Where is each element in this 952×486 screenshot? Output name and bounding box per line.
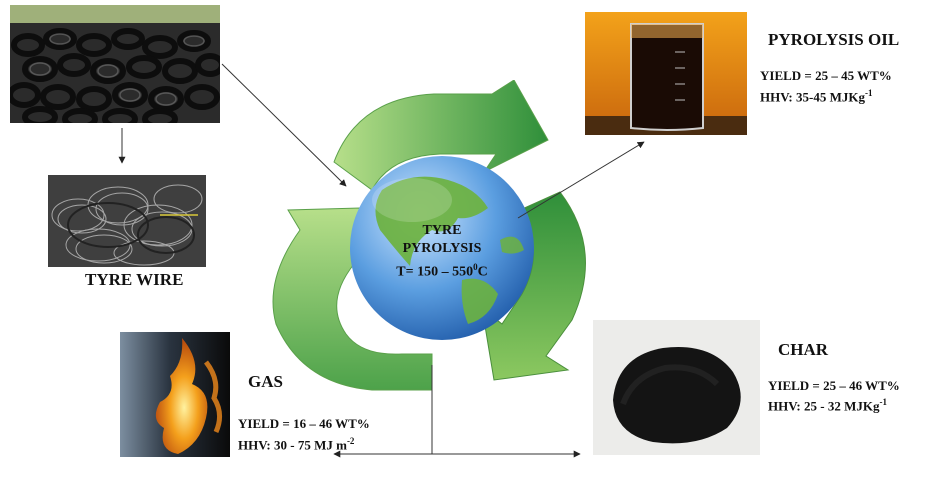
center-label-line3: T= 150 – 5500C <box>372 258 512 282</box>
center-temp-sup: 0 <box>473 262 478 272</box>
tyre-wire-photo <box>48 175 206 267</box>
scrap-tyres-photo <box>10 5 220 123</box>
arrow-pyrolysis-to-oil <box>517 141 645 219</box>
gas-flame-photo <box>120 332 230 457</box>
char-hhv-text: HHV: 25 - 32 MJKg <box>768 398 880 414</box>
pyrolysis-oil-hhv: HHV: 35-45 MJKg-1 <box>760 88 872 105</box>
char-title: CHAR <box>778 340 829 359</box>
char-yield: YIELD = 25 – 46 WT% <box>768 378 900 393</box>
recycle-diagram <box>262 80 622 410</box>
pyrolysis-oil-yield: YIELD = 25 – 45 WT% <box>760 68 892 83</box>
char-photo <box>593 320 760 455</box>
gas-yield: YIELD = 16 – 46 WT% <box>238 416 370 431</box>
tyre-wire-label: TYRE WIRE <box>85 270 184 289</box>
gas-hhv-sup: -2 <box>346 436 355 446</box>
globe-icon <box>350 156 534 340</box>
recycle-arrow-top <box>333 80 549 191</box>
center-label-line2: PYROLYSIS <box>402 241 482 256</box>
gas-title: GAS <box>248 372 283 391</box>
center-temp-text: T= 150 – 550 <box>396 264 474 280</box>
center-temp-unit: C <box>477 264 488 280</box>
center-label-line1: TYRE <box>422 223 462 238</box>
gas-hhv-text: HHV: 30 - 75 MJ m <box>238 437 347 453</box>
gas-hhv: HHV: 30 - 75 MJ m-2 <box>238 436 354 453</box>
char-hhv: HHV: 25 - 32 MJKg-1 <box>768 397 887 414</box>
pyrolysis-oil-hhv-sup: -1 <box>864 88 873 98</box>
pyrolysis-oil-title: PYROLYSIS OIL <box>768 30 900 49</box>
pyrolysis-oil-hhv-text: HHV: 35-45 MJKg <box>760 89 865 105</box>
char-hhv-sup: -1 <box>879 397 887 407</box>
recycle-arrow-left <box>272 207 433 391</box>
center-label: TYRE PYROLYSIS T= 150 – 5500C <box>372 222 512 282</box>
pyrolysis-oil-photo <box>585 12 747 135</box>
arrow-tyres-to-pyrolysis <box>221 63 347 187</box>
